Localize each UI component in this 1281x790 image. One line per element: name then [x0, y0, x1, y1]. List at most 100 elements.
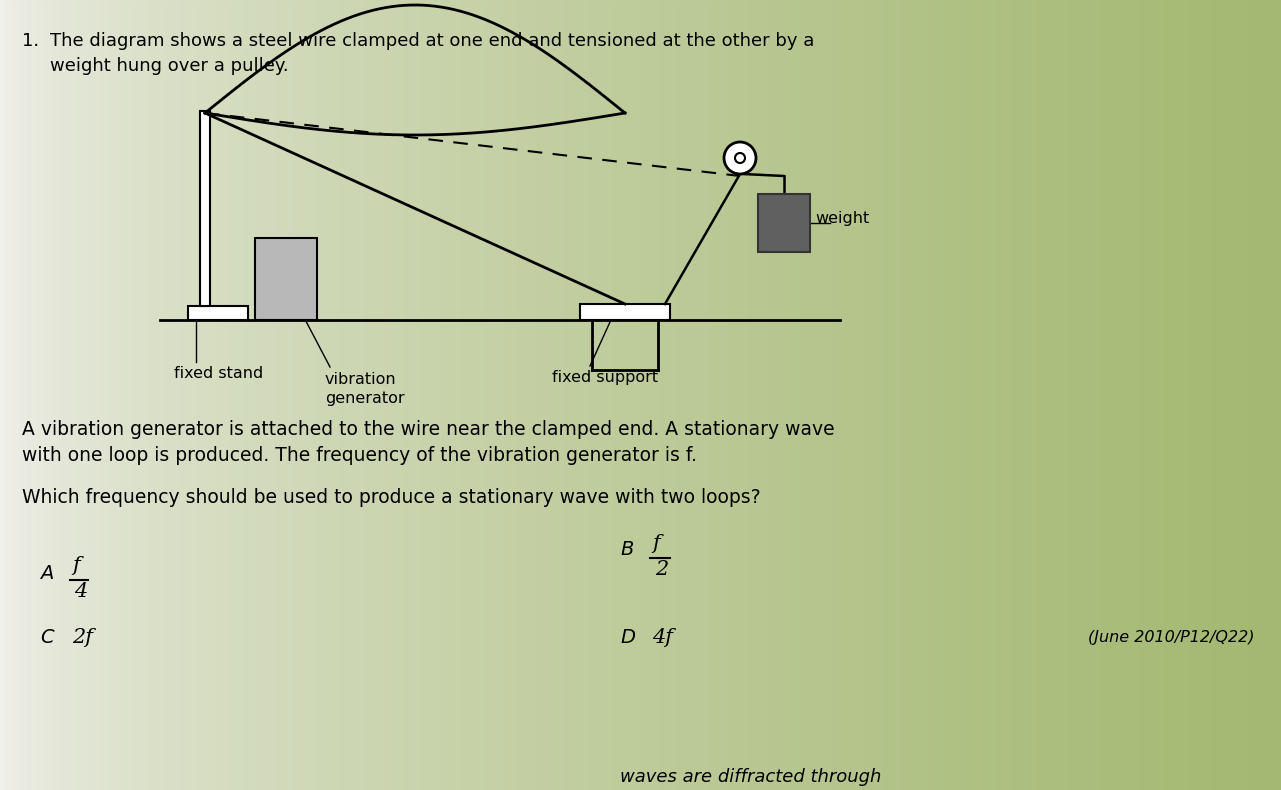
Bar — [115, 0, 122, 790]
Bar — [1262, 0, 1268, 790]
Bar — [1089, 0, 1095, 790]
Bar — [1153, 0, 1159, 790]
Bar — [83, 0, 90, 790]
Bar — [1159, 0, 1166, 790]
Bar — [1236, 0, 1243, 790]
Text: 2: 2 — [655, 560, 669, 579]
Bar — [807, 0, 813, 790]
Bar — [525, 0, 532, 790]
Bar — [301, 0, 307, 790]
Bar — [935, 0, 942, 790]
Circle shape — [724, 142, 756, 174]
Bar — [910, 0, 916, 790]
Bar — [980, 0, 986, 790]
Bar — [1275, 0, 1281, 790]
Bar — [339, 0, 346, 790]
Bar — [692, 0, 698, 790]
Text: fixed support: fixed support — [552, 370, 658, 385]
Bar — [922, 0, 929, 790]
Bar — [480, 0, 487, 790]
Text: Which frequency should be used to produce a stationary wave with two loops?: Which frequency should be used to produc… — [22, 488, 761, 507]
Bar — [218, 0, 224, 790]
Bar — [1172, 0, 1179, 790]
Bar — [461, 0, 468, 790]
Text: f: f — [652, 534, 660, 553]
Bar — [346, 0, 352, 790]
Bar — [160, 0, 167, 790]
Text: 1.: 1. — [22, 32, 40, 50]
Bar — [147, 0, 154, 790]
Bar — [1050, 0, 1057, 790]
Bar — [38, 0, 45, 790]
Bar — [756, 0, 762, 790]
Bar — [404, 0, 410, 790]
Bar — [589, 0, 596, 790]
Bar — [942, 0, 948, 790]
Text: weight: weight — [815, 211, 870, 226]
Bar — [231, 0, 237, 790]
Bar — [660, 0, 666, 790]
Bar — [333, 0, 339, 790]
Bar — [320, 0, 327, 790]
Bar — [1230, 0, 1236, 790]
Bar — [1204, 0, 1211, 790]
Bar — [474, 0, 480, 790]
Bar — [1044, 0, 1050, 790]
Bar — [596, 0, 602, 790]
Circle shape — [735, 153, 746, 163]
Bar — [884, 0, 890, 790]
Text: weight hung over a pulley.: weight hung over a pulley. — [50, 57, 288, 75]
Bar — [666, 0, 673, 790]
Bar — [135, 0, 141, 790]
Bar — [519, 0, 525, 790]
Bar — [570, 0, 576, 790]
Bar — [288, 0, 295, 790]
Bar — [295, 0, 301, 790]
Bar — [544, 0, 551, 790]
Bar — [1070, 0, 1076, 790]
Bar — [1063, 0, 1070, 790]
Bar — [64, 0, 70, 790]
Bar — [1255, 0, 1262, 790]
Bar — [250, 0, 256, 790]
Bar — [1185, 0, 1191, 790]
Bar — [378, 0, 384, 790]
Bar — [557, 0, 564, 790]
Bar — [634, 0, 640, 790]
Bar — [737, 0, 743, 790]
Bar — [1211, 0, 1217, 790]
Bar — [512, 0, 519, 790]
Bar — [397, 0, 404, 790]
Text: C: C — [40, 628, 54, 647]
Bar — [128, 0, 135, 790]
Bar — [26, 0, 32, 790]
Bar — [602, 0, 608, 790]
Bar — [564, 0, 570, 790]
Text: 4: 4 — [74, 582, 87, 601]
Bar — [1179, 0, 1185, 790]
Bar — [371, 0, 378, 790]
Text: The diagram shows a steel wire clamped at one end and tensioned at the other by : The diagram shows a steel wire clamped a… — [50, 32, 815, 50]
Bar — [122, 0, 128, 790]
Bar — [1249, 0, 1255, 790]
Bar — [188, 306, 249, 320]
Bar — [307, 0, 314, 790]
Bar — [70, 0, 77, 790]
Bar — [493, 0, 500, 790]
Bar — [96, 0, 102, 790]
Text: B: B — [620, 540, 633, 559]
Bar — [32, 0, 38, 790]
Bar — [1268, 0, 1275, 790]
Bar — [813, 0, 820, 790]
Bar — [109, 0, 115, 790]
Bar — [903, 0, 910, 790]
Bar — [19, 0, 26, 790]
Bar — [186, 0, 192, 790]
Bar — [1057, 0, 1063, 790]
Bar — [781, 0, 788, 790]
Bar — [820, 0, 826, 790]
Bar — [90, 0, 96, 790]
Text: waves are diffracted through: waves are diffracted through — [620, 768, 881, 786]
Bar — [1146, 0, 1153, 790]
Bar — [384, 0, 391, 790]
